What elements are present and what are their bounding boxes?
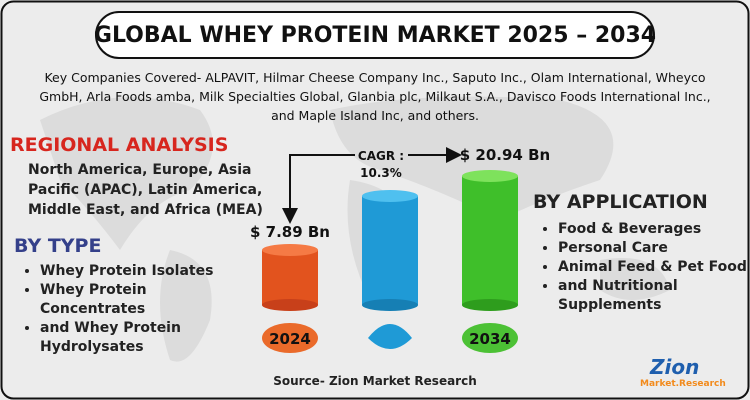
companies-line: GmbH, Arla Foods amba, Milk Specialties … bbox=[39, 89, 711, 104]
section-heading: REGIONAL ANALYSIS bbox=[10, 134, 229, 156]
application-item: and Nutritional Supplements bbox=[558, 277, 750, 315]
application-item: Personal Care bbox=[558, 239, 750, 258]
year-badge bbox=[462, 323, 518, 353]
companies-line: and Maple Island Inc, and others. bbox=[271, 108, 479, 123]
type-list: Whey Protein Isolates Whey Protein Conce… bbox=[22, 262, 250, 357]
cylinder-2024 bbox=[262, 244, 318, 311]
companies-line: Key Companies Covered- ALPAVIT, Hilmar C… bbox=[44, 70, 706, 85]
cylinder-2034 bbox=[462, 170, 518, 311]
cagr-value: 10.3% bbox=[360, 166, 402, 180]
section-heading: BY APPLICATION bbox=[533, 191, 708, 213]
application-item: Food & Beverages bbox=[558, 220, 750, 239]
title-pill bbox=[95, 11, 655, 59]
section-heading: BY TYPE bbox=[14, 235, 102, 257]
year-label: 2034 bbox=[469, 330, 511, 348]
logo-sub: Market.Research bbox=[640, 379, 726, 389]
region-text: North America, Europe, Asia Pacific (APA… bbox=[28, 162, 263, 218]
value-label: $ 20.94 Bn bbox=[460, 146, 550, 164]
logo: Zion bbox=[650, 355, 700, 379]
cagr-label: CAGR : bbox=[358, 149, 404, 163]
arrow bbox=[282, 154, 355, 224]
type-item: and Whey Protein Hydrolysates bbox=[40, 319, 250, 357]
year-badge bbox=[262, 323, 318, 353]
source: Source- Zion Market Research bbox=[273, 374, 477, 388]
type-item: Whey Protein Isolates bbox=[40, 262, 250, 281]
application-item: Animal Feed & Pet Food bbox=[558, 258, 750, 277]
application-list: Food & Beverages Personal Care Animal Fe… bbox=[540, 220, 750, 315]
badge bbox=[368, 324, 412, 349]
companies: Key Companies Covered- ALPAVIT, Hilmar C… bbox=[20, 68, 730, 125]
value-label: $ 7.89 Bn bbox=[250, 223, 330, 241]
year-label: 2024 bbox=[269, 330, 311, 348]
type-item: Whey Protein Concentrates bbox=[40, 281, 250, 319]
title: GLOBAL WHEY PROTEIN MARKET 2025 – 2034 bbox=[94, 23, 656, 48]
cylinder-middle bbox=[362, 190, 418, 311]
